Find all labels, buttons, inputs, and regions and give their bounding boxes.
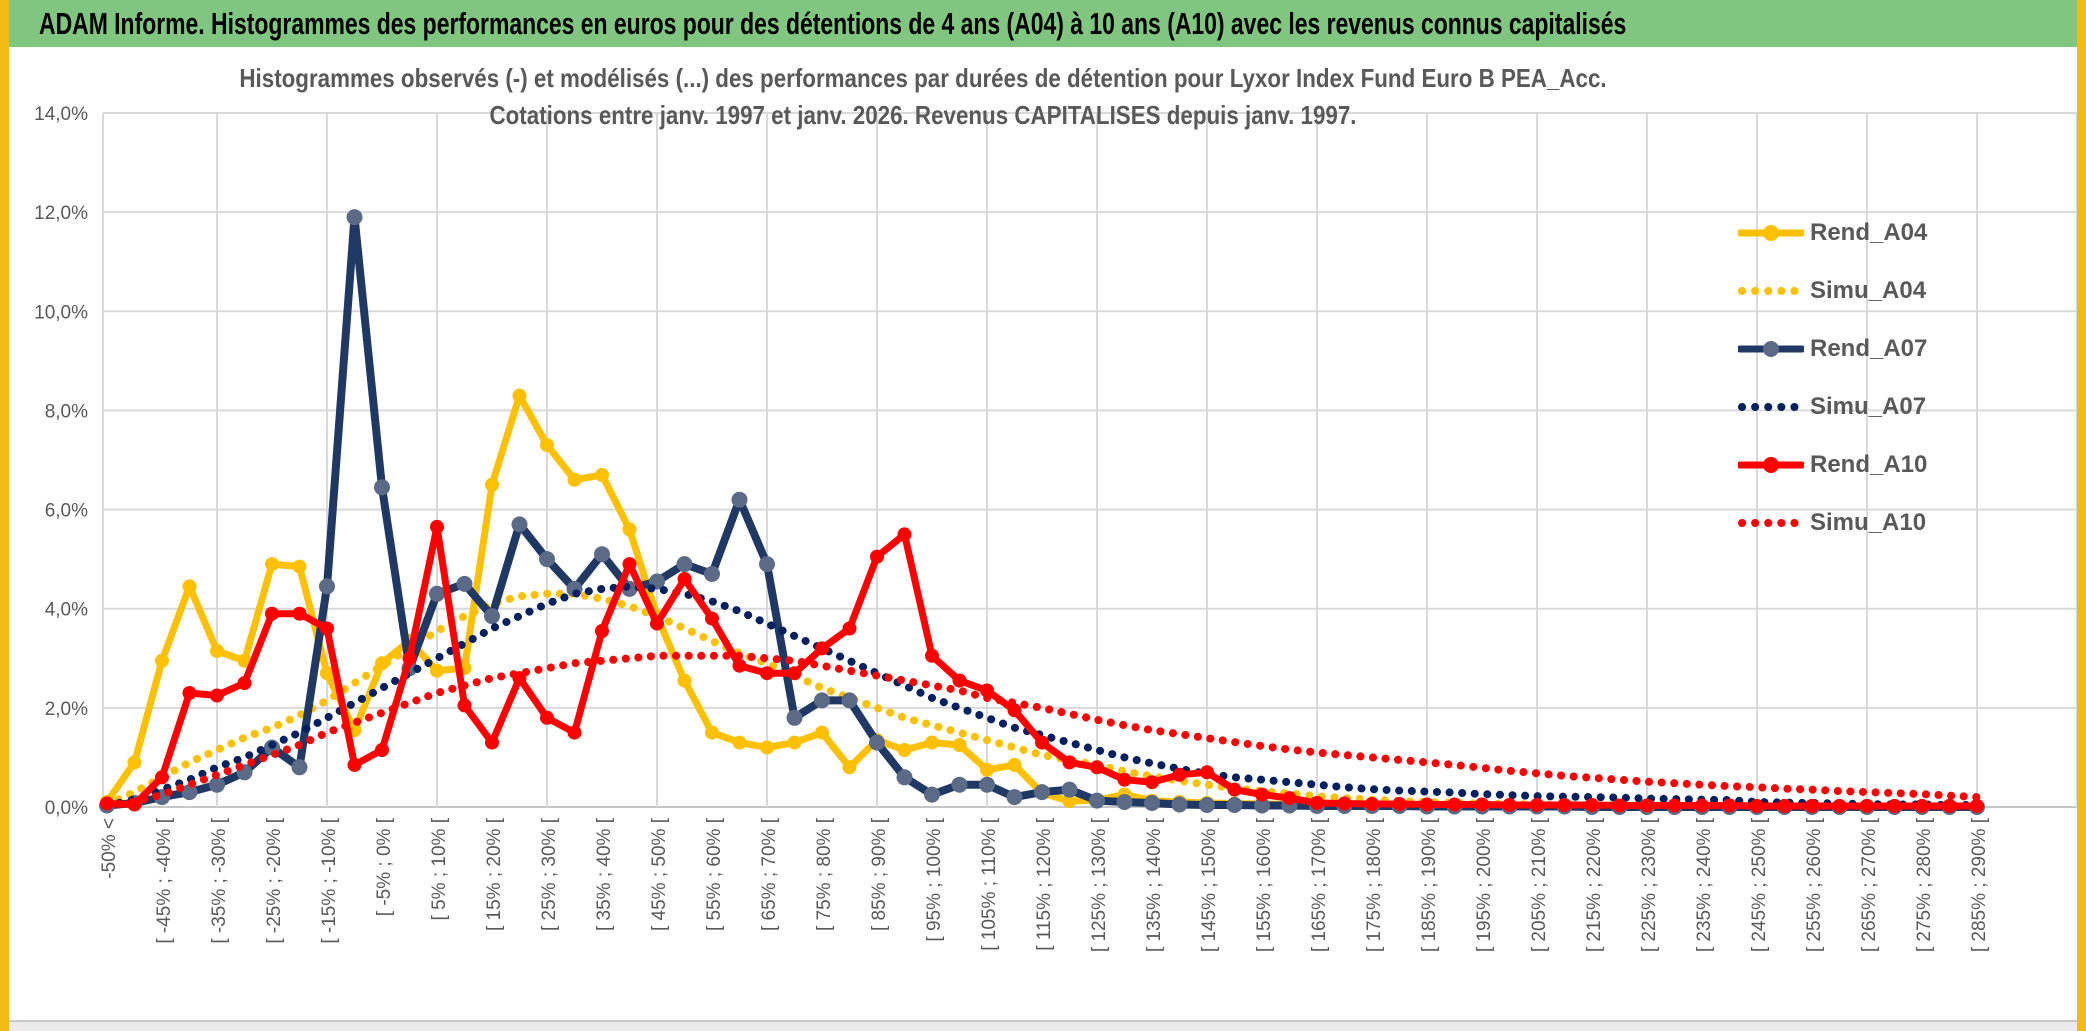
x-axis-tick: [ 245% ; 250% [	[1749, 817, 1770, 952]
x-axis-tick: [ 35% ; 40% [	[594, 817, 615, 931]
legend-item-Simu_A10[interactable]: Simu_A10	[1738, 494, 1927, 552]
x-axis-tick: [ 45% ; 50% [	[649, 817, 670, 931]
x-axis-tick: [ -25% ; -20% [	[264, 817, 285, 943]
chart-legend[interactable]: Rend_A04 Simu_A04 Rend_A07 Simu_A07 Rend_A10…	[1738, 204, 1927, 552]
y-axis-tick: 10,0%	[34, 302, 88, 323]
x-axis-tick: [ 25% ; 30% [	[539, 817, 560, 931]
x-axis-tick: [ 155% ; 160% [	[1254, 817, 1275, 952]
legend-label-Rend_A07: Rend_A07	[1810, 335, 1928, 362]
x-axis-tick: [ -15% ; -10% [	[319, 817, 340, 943]
page-border-left	[0, 0, 9, 1031]
x-axis-tick: [ -35% ; -30% [	[209, 817, 230, 943]
x-axis-tick: [ 255% ; 260% [	[1804, 817, 1825, 952]
x-axis-tick: [ 75% ; 80% [	[814, 817, 835, 931]
x-axis-tick: [ 95% ; 100% [	[924, 817, 945, 941]
legend-item-Rend_A04[interactable]: Rend_A04	[1738, 204, 1927, 262]
x-axis-tick: [ 125% ; 130% [	[1089, 817, 1110, 952]
legend-label-Simu_A10: Simu_A10	[1810, 509, 1927, 536]
legend-item-Rend_A07[interactable]: Rend_A07	[1738, 320, 1927, 378]
legend-swatch-Rend_A07	[1738, 341, 1804, 357]
legend-swatch-Rend_A10	[1738, 457, 1804, 473]
legend-label-Simu_A04: Simu_A04	[1810, 277, 1927, 304]
x-axis-tick: [ -5% ; 0% [	[374, 817, 395, 916]
page-border-right	[2077, 0, 2086, 1031]
x-axis-tick: [ 205% ; 210% [	[1529, 817, 1550, 952]
series-Simu_A10	[103, 651, 1981, 810]
x-axis-tick: [ 85% ; 90% [	[869, 817, 890, 931]
legend-swatch-Simu_A07	[1738, 403, 1804, 411]
legend-swatch-Simu_A10	[1738, 519, 1804, 527]
x-axis-tick: [ -45% ; -40% [	[154, 817, 175, 943]
x-axis-tick: [ 55% ; 60% [	[704, 817, 725, 931]
chart-title-line1: Histogrammes observés (-) et modélisés (…	[239, 63, 1607, 93]
x-axis-tick: [ 275% ; 280% [	[1914, 817, 1935, 952]
legend-item-Rend_A10[interactable]: Rend_A10	[1738, 436, 1927, 494]
x-axis-tick: [ 195% ; 200% [	[1474, 817, 1495, 952]
x-axis-tick: [ 105% ; 110% [	[979, 817, 1000, 950]
x-axis-tick: [ 15% ; 20% [	[484, 817, 505, 931]
chart-title: Histogrammes observés (-) et modélisés (…	[103, 60, 1743, 134]
chart-title-line2: Cotations entre janv. 1997 et janv. 2026…	[489, 100, 1357, 130]
series-Rend_A07	[103, 213, 1981, 811]
y-axis-tick: 6,0%	[45, 501, 88, 522]
legend-swatch-Rend_A04	[1738, 225, 1804, 241]
x-axis-tick: [ 175% ; 180% [	[1364, 817, 1385, 952]
x-axis-tick: -50% <	[99, 818, 120, 879]
y-axis-tick: 14,0%	[34, 104, 88, 125]
y-axis-tick: 8,0%	[45, 401, 88, 422]
legend-swatch-Simu_A04	[1738, 287, 1804, 295]
y-axis-tick: 12,0%	[34, 203, 88, 224]
x-axis-tick: [ 265% ; 270% [	[1859, 817, 1880, 952]
x-axis-tick: [ 215% ; 220% [	[1584, 817, 1605, 952]
x-axis-tick: [ 285% ; 290% [	[1969, 817, 1990, 952]
series-Simu_A04	[103, 589, 1981, 811]
x-axis-tick: [ 65% ; 70% [	[759, 817, 780, 931]
sheet-title: ADAM Informe. Histogrammes des performan…	[39, 5, 1627, 41]
legend-item-Simu_A04[interactable]: Simu_A04	[1738, 262, 1927, 320]
series-Simu_A07	[103, 582, 1981, 810]
y-axis-tick: 0,0%	[45, 798, 88, 819]
x-axis-tick: [ 145% ; 150% [	[1199, 817, 1220, 952]
page-border-bottom	[0, 1020, 2086, 1031]
legend-label-Simu_A07: Simu_A07	[1810, 393, 1927, 420]
x-axis-tick: [ 135% ; 140% [	[1144, 817, 1165, 952]
y-axis-tick: 2,0%	[45, 699, 88, 720]
sheet-title-bar: ADAM Informe. Histogrammes des performan…	[9, 0, 2077, 50]
legend-label-Rend_A04: Rend_A04	[1810, 219, 1928, 246]
x-axis-tick: [ 5% ; 10% [	[429, 817, 450, 920]
legend-label-Rend_A10: Rend_A10	[1810, 451, 1928, 478]
y-axis-tick: 4,0%	[45, 600, 88, 621]
x-axis-tick: [ 185% ; 190% [	[1419, 817, 1440, 952]
x-axis-tick: [ 165% ; 170% [	[1309, 817, 1330, 952]
x-axis-tick: [ 225% ; 230% [	[1639, 817, 1660, 952]
x-axis-tick: [ 235% ; 240% [	[1694, 817, 1715, 952]
legend-item-Simu_A07[interactable]: Simu_A07	[1738, 378, 1927, 436]
x-axis-tick: [ 115% ; 120% [	[1034, 817, 1055, 950]
